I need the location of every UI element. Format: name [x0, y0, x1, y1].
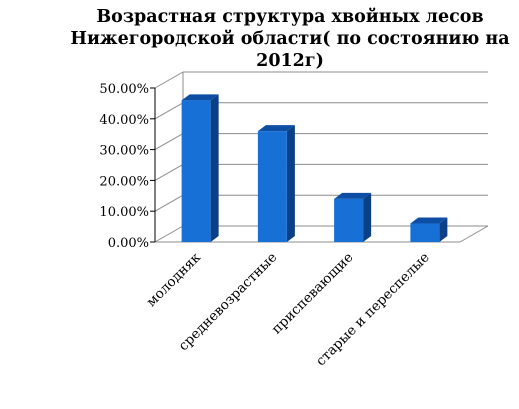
gridline-side — [154, 194, 184, 212]
bar — [257, 131, 287, 242]
gridline-side — [154, 102, 184, 120]
gridline-side — [154, 71, 184, 89]
floor-right — [459, 225, 489, 243]
bar — [334, 198, 364, 242]
x-tick-label: молодняк — [143, 249, 204, 310]
bar-top — [334, 192, 372, 199]
gridline-side — [154, 133, 184, 151]
x-tick-label: приспевающие — [269, 250, 357, 338]
y-tick-label: 40.00% — [99, 113, 149, 128]
gridline-side — [154, 225, 184, 243]
bar — [181, 100, 211, 242]
y-tick-label: 30.00% — [99, 144, 149, 159]
chart-title: Возрастная структура хвойных лесов Нижег… — [60, 6, 519, 72]
bar-side — [210, 94, 219, 242]
chart-title-line-2: Нижегородской области( по состоянию на — [70, 29, 510, 49]
gridline-side — [154, 163, 184, 181]
y-tick-label: 10.00% — [99, 205, 149, 220]
y-tick-label: 20.00% — [99, 174, 149, 189]
bar — [410, 223, 440, 242]
bar-side — [363, 192, 372, 242]
chart-title-line-3: 2012г) — [256, 51, 324, 71]
bar-top — [410, 217, 448, 224]
bar-side — [286, 125, 295, 242]
y-tick-label: 0.00% — [108, 236, 149, 251]
chart-title-line-1: Возрастная структура хвойных лесов — [96, 7, 484, 27]
y-tick-label: 50.00% — [99, 82, 149, 97]
bar-top — [181, 94, 219, 101]
bar-side — [439, 217, 448, 242]
bar-top — [257, 125, 295, 132]
